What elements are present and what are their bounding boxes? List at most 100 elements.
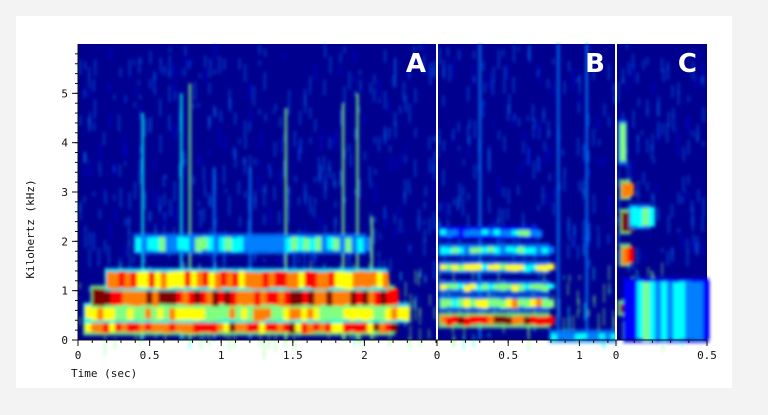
x-axis-label: Time (sec) (71, 367, 137, 380)
noise-speck (513, 44, 515, 63)
noise-speck (508, 94, 511, 114)
energy-band (439, 315, 447, 324)
energy-band (457, 264, 465, 272)
energy-band (373, 320, 380, 332)
energy-band (321, 236, 328, 250)
noise-speck (497, 217, 499, 227)
panel-c: C (615, 44, 710, 352)
noise-speck (139, 146, 141, 154)
noise-speck (492, 66, 495, 82)
noise-speck (523, 253, 525, 268)
noise-speck (163, 225, 166, 237)
energy-band (254, 289, 261, 307)
noise-speck (414, 127, 417, 138)
energy-band (115, 320, 122, 332)
noise-speck (319, 214, 322, 230)
noise-speck (88, 112, 91, 129)
energy-band (661, 281, 668, 341)
noise-speck (488, 197, 491, 213)
energy-band (97, 320, 104, 333)
noise-speck (583, 302, 586, 320)
energy-band (339, 237, 346, 252)
noise-speck (189, 57, 191, 66)
noise-speck (354, 89, 356, 97)
noise-speck (384, 217, 387, 229)
energy-band (457, 283, 465, 290)
noise-speck (403, 81, 405, 102)
noise-speck (567, 244, 570, 259)
noise-speck (244, 120, 246, 139)
energy-band (231, 237, 238, 253)
energy-band (631, 281, 638, 339)
noise-speck (462, 197, 464, 216)
energy-band (469, 263, 477, 271)
noise-speck (209, 58, 212, 78)
noise-speck (651, 270, 653, 284)
noise-speck (404, 179, 407, 200)
noise-speck (677, 82, 680, 95)
energy-band (195, 237, 202, 253)
noise-speck (592, 128, 595, 146)
noise-speck (582, 184, 584, 195)
energy-band (523, 298, 531, 308)
noise-speck (399, 153, 401, 163)
noise-speck (79, 282, 81, 289)
energy-band (541, 247, 549, 254)
noise-speck (104, 335, 106, 356)
energy-band (356, 288, 363, 305)
noise-speck (394, 58, 396, 77)
energy-band (170, 288, 177, 305)
energy-band (182, 288, 189, 305)
noise-speck (637, 134, 639, 154)
noise-speck (487, 285, 490, 305)
noise-speck (114, 338, 116, 349)
noise-speck (637, 247, 639, 265)
noise-speck (94, 99, 96, 120)
noise-speck (124, 218, 127, 227)
noise-speck (299, 111, 301, 126)
noise-speck (278, 211, 280, 225)
energy-band (163, 306, 170, 320)
noise-speck (572, 238, 575, 247)
energy-band (439, 246, 447, 255)
noise-speck (661, 262, 663, 276)
noise-speck (259, 131, 262, 150)
noise-speck (498, 175, 500, 195)
energy-band (274, 271, 282, 288)
noise-speck (183, 151, 185, 167)
noise-speck (214, 108, 217, 118)
spectral-streak (284, 108, 288, 340)
energy-band (85, 321, 92, 332)
x-tick-label: 0.5 (498, 349, 518, 362)
noise-speck (269, 209, 271, 224)
noise-speck (701, 76, 703, 83)
noise-speck (681, 235, 684, 249)
energy-band (235, 320, 242, 332)
noise-speck (359, 79, 362, 92)
energy-band (556, 332, 564, 339)
energy-band (128, 288, 135, 306)
noise-speck (568, 274, 571, 283)
noise-speck (283, 133, 286, 142)
noise-speck (334, 218, 337, 233)
noise-speck (204, 67, 207, 81)
noise-speck (458, 195, 460, 208)
noise-speck (309, 76, 311, 94)
noise-speck (93, 232, 95, 252)
energy-band (199, 306, 206, 320)
noise-speck (568, 61, 570, 72)
energy-band (193, 306, 200, 321)
energy-band (91, 320, 98, 333)
energy-band (189, 236, 196, 251)
noise-speck (394, 67, 396, 87)
noise-speck (686, 190, 688, 200)
noise-speck (458, 49, 460, 61)
noise-speck (646, 182, 649, 192)
noise-speck (169, 198, 172, 217)
energy-band (141, 236, 148, 251)
noise-speck (83, 196, 86, 204)
noise-speck (702, 141, 704, 147)
noise-speck (542, 185, 544, 206)
panel-b: B (436, 44, 618, 351)
energy-band (147, 237, 154, 251)
